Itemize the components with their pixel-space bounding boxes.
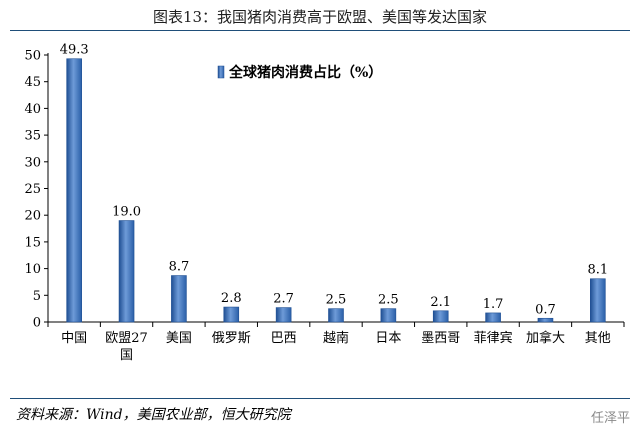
bar-越南 <box>328 308 344 323</box>
data-label: 8.7 <box>169 260 190 275</box>
x-tick-label: 美国 <box>166 331 192 346</box>
source-note: 资料来源：Wind，美国农业部，恒大研究院 <box>16 407 291 423</box>
x-tick-label: 欧盟27 国 <box>105 331 148 363</box>
bar-欧盟27国 <box>118 220 135 323</box>
chart-axes: 0 5 10 15 20 25 30 35 40 45 50 <box>24 49 625 331</box>
x-tick-label: 菲律宾 <box>474 330 513 346</box>
x-tick-label: 其他 <box>585 331 611 346</box>
bar-美国 <box>171 275 187 323</box>
bar-日本 <box>380 308 397 323</box>
x-tick-label: 日本 <box>375 331 401 346</box>
y-tick-label: 30 <box>24 155 41 170</box>
data-label: 8.1 <box>587 263 608 278</box>
y-tick-label: 15 <box>24 235 41 250</box>
bar-墨西哥 <box>432 310 449 323</box>
data-label: 0.7 <box>535 302 556 317</box>
bar-其他 <box>590 278 606 323</box>
x-tick-label: 加拿大 <box>526 330 565 346</box>
legend-swatch <box>217 65 225 79</box>
chart-legend: 全球猪肉消费占比（%） <box>217 64 382 81</box>
data-label: 1.7 <box>483 297 504 312</box>
footer-divider <box>10 398 630 399</box>
y-tick-label: 45 <box>24 75 41 90</box>
y-tick-label: 0 <box>33 316 41 331</box>
data-label: 2.5 <box>378 293 399 308</box>
bar-chart: 0 5 10 15 20 25 30 35 40 45 50 49.3 中国 19.0 欧盟27 国 8.7 美… <box>24 43 625 363</box>
watermark: 任泽平 <box>590 411 630 426</box>
title-divider <box>10 30 630 31</box>
data-label: 19.0 <box>112 205 141 220</box>
y-tick-label: 50 <box>24 49 41 64</box>
chart-bars: 49.3 中国 19.0 欧盟27 国 8.7 美国 2.8 俄罗斯 2.7 巴西 2.5 越南 2.5 日… <box>60 43 611 363</box>
y-tick-label: 25 <box>24 182 41 197</box>
legend-label: 全球猪肉消费占比（%） <box>228 64 382 81</box>
bar-巴西 <box>275 307 292 323</box>
y-tick-label: 5 <box>33 289 41 304</box>
y-tick-label: 35 <box>24 129 41 144</box>
y-tick-label: 40 <box>24 102 41 117</box>
y-tick-label: 10 <box>24 262 41 277</box>
data-label: 2.5 <box>326 293 347 308</box>
data-label: 2.1 <box>430 295 451 310</box>
x-tick-label: 中国 <box>61 331 87 346</box>
data-label: 49.3 <box>60 43 89 58</box>
x-tick-label: 巴西 <box>271 331 297 346</box>
x-tick-label: 越南 <box>323 330 349 346</box>
chart-title: 图表13：我国猪肉消费高于欧盟、美国等发达国家 <box>152 8 488 26</box>
bar-菲律宾 <box>485 312 501 323</box>
bar-加拿大 <box>537 317 554 323</box>
data-label: 2.8 <box>221 291 242 306</box>
x-tick-label: 墨西哥 <box>421 331 460 346</box>
y-tick-label: 20 <box>24 209 41 224</box>
data-label: 2.7 <box>273 292 294 307</box>
bar-俄罗斯 <box>223 306 240 323</box>
bar-中国 <box>66 58 82 323</box>
x-tick-label: 俄罗斯 <box>212 331 251 346</box>
